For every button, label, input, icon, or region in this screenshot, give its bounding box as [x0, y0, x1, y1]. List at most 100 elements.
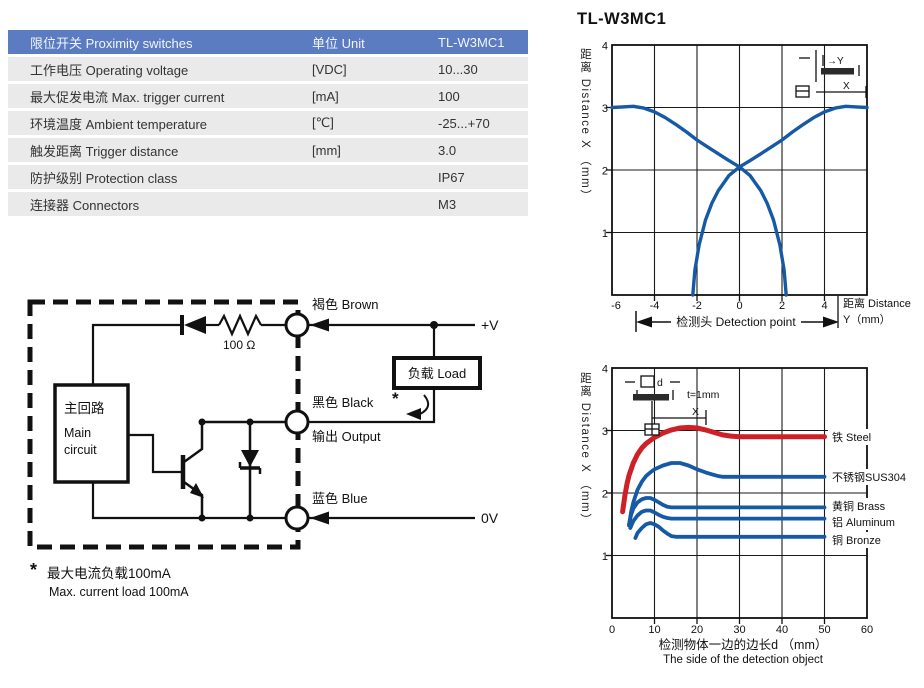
junction-dot	[198, 418, 206, 426]
model-title: TL-W3MC1	[577, 10, 667, 28]
x-tick-labels: 0 10 20 30 40 50 60	[609, 624, 873, 636]
row-value: 3.0	[438, 142, 457, 158]
zener-diode-icon	[238, 422, 262, 518]
svg-text:2: 2	[602, 166, 608, 178]
curve-brass	[627, 496, 827, 527]
svg-text:60: 60	[861, 624, 873, 636]
resistor-icon	[218, 313, 262, 337]
material-distance-chart: 4 3 2 1 0 10 20 30 40 50 60 d X t=1mm 铁 …	[602, 364, 920, 666]
x-axis-caption-en: The side of the detection object	[663, 654, 824, 666]
svg-text:30: 30	[733, 624, 745, 636]
svg-text:-4: -4	[650, 300, 660, 312]
svg-text:50: 50	[818, 624, 830, 636]
x-axis-caption-line1: 距离 Distance	[843, 296, 911, 310]
junction-dot	[430, 321, 438, 329]
junction-dot	[246, 418, 254, 426]
inset-d-label: d	[657, 377, 663, 389]
svg-text:3: 3	[602, 426, 608, 438]
detection-point-label: 检测头 Detection point	[676, 314, 796, 329]
ground-rail	[91, 482, 297, 520]
transistor-icon	[128, 422, 204, 518]
svg-text:4: 4	[602, 41, 608, 53]
row-label: 工作电压 Operating voltage	[30, 62, 189, 78]
svg-text:3: 3	[602, 103, 608, 115]
arrowhead-plusv	[310, 318, 329, 332]
row-label: 最大促发电流 Max. trigger current	[30, 89, 225, 105]
y-tick-labels: 4 3 2 1	[602, 41, 608, 241]
footnote-en: Max. current load 100mA	[49, 585, 189, 599]
legend-bronze: 铜 Bronze	[832, 533, 881, 547]
wiring-circuit-diagram: 主回路 Main circuit 100 Ω	[27, 297, 499, 599]
circuit-footnote: * 最大电流负载100mA Max. current load 100mA	[30, 560, 189, 599]
load-box: 负载 Load	[392, 356, 482, 390]
wire-label-output: 输出 Output	[312, 429, 381, 444]
x-axis-caption-cn: 检测物体一边的边长d （mm）	[659, 637, 828, 652]
inset-thickness-label: t=1mm	[687, 389, 720, 401]
top-chart-y-axis-label: 距离 Distance X （mm）	[579, 48, 591, 203]
wire-label-brown: 褐色 Brown	[312, 297, 378, 312]
svg-text:1: 1	[602, 551, 608, 563]
row-label: 触发距离 Trigger distance	[30, 143, 179, 159]
object-geometry-inset	[625, 375, 707, 436]
table-row: 连接器 Connectors M3	[8, 192, 528, 216]
legend-brass: 黄铜 Brass	[832, 499, 886, 513]
svg-text:20: 20	[691, 624, 703, 636]
header-product: 限位开关 Proximity switches	[30, 35, 193, 51]
bottom-chart-y-axis-label: 距离 Distance X （mm）	[579, 372, 591, 527]
inset-x-label: X	[843, 81, 850, 92]
row-unit: [VDC]	[312, 61, 347, 77]
svg-text:4: 4	[602, 364, 608, 376]
legend-sus304: 不锈钢SUS304	[832, 471, 906, 484]
svg-text:0: 0	[736, 300, 742, 312]
svg-text:0: 0	[609, 624, 615, 636]
arrowhead-0v	[310, 511, 329, 525]
terminal-blue	[284, 505, 310, 531]
header-unit: 单位 Unit	[312, 35, 365, 51]
supply-branch	[91, 323, 286, 385]
legend-steel: 铁 Steel	[832, 431, 871, 444]
terminal-brown	[284, 312, 310, 338]
row-label: 环境温度 Ambient temperature	[30, 116, 208, 132]
x-axis-caption-line2: Y（mm）	[843, 313, 891, 326]
series-legend: 铁 Steel 不锈钢SUS304 黄铜 Brass 铝 Aluminum 铜 …	[828, 429, 920, 548]
wire-label-blue: 蓝色 Blue	[312, 491, 368, 506]
main-circuit-block: 主回路 Main circuit	[53, 383, 130, 484]
sensor-enclosure-dashed-box	[27, 299, 301, 550]
grid	[612, 368, 867, 618]
junction-dot	[246, 514, 254, 522]
svg-text:40: 40	[776, 624, 788, 636]
wire-label-black: 黑色 Black	[312, 395, 374, 410]
external-wiring	[308, 323, 475, 520]
curve-bronze	[633, 521, 827, 540]
zero-v-label: 0V	[481, 510, 499, 526]
header-model: TL-W3MC1	[438, 34, 505, 50]
main-circuit-label-en2: circuit	[64, 443, 97, 457]
row-unit: [mm]	[312, 142, 341, 158]
sensor-geometry-inset	[795, 50, 867, 98]
row-unit: [℃]	[312, 115, 334, 130]
load-label: 负载 Load	[408, 366, 467, 381]
svg-text:2: 2	[779, 300, 785, 312]
row-label: 防护级别 Protection class	[30, 170, 178, 186]
spec-table: 限位开关 Proximity switches 单位 Unit TL-W3MC1…	[8, 30, 528, 219]
axis-ticks	[606, 106, 826, 301]
spec-table-header-row: 限位开关 Proximity switches 单位 Unit TL-W3MC1	[8, 30, 528, 54]
svg-text:1: 1	[602, 228, 608, 240]
plus-v-label: +V	[481, 317, 499, 333]
row-value: -25...+70	[438, 115, 490, 131]
row-value: 10...30	[438, 61, 478, 77]
row-label: 连接器 Connectors	[30, 197, 140, 213]
curve-steel	[620, 424, 827, 515]
load-note-arrow: *	[392, 389, 430, 420]
asterisk-mark: *	[392, 389, 399, 408]
main-circuit-label-cn: 主回路	[64, 401, 105, 416]
table-row: 最大促发电流 Max. trigger current [mA] 100	[8, 84, 528, 108]
sensing-curve-right	[691, 104, 869, 297]
resistor-value: 100 Ω	[223, 338, 255, 352]
footnote-cn: 最大电流负载100mA	[47, 566, 171, 581]
svg-text:-2: -2	[692, 300, 702, 312]
row-value: M3	[438, 196, 457, 212]
table-row: 触发距离 Trigger distance [mm] 3.0	[8, 138, 528, 162]
row-value: 100	[438, 88, 460, 104]
